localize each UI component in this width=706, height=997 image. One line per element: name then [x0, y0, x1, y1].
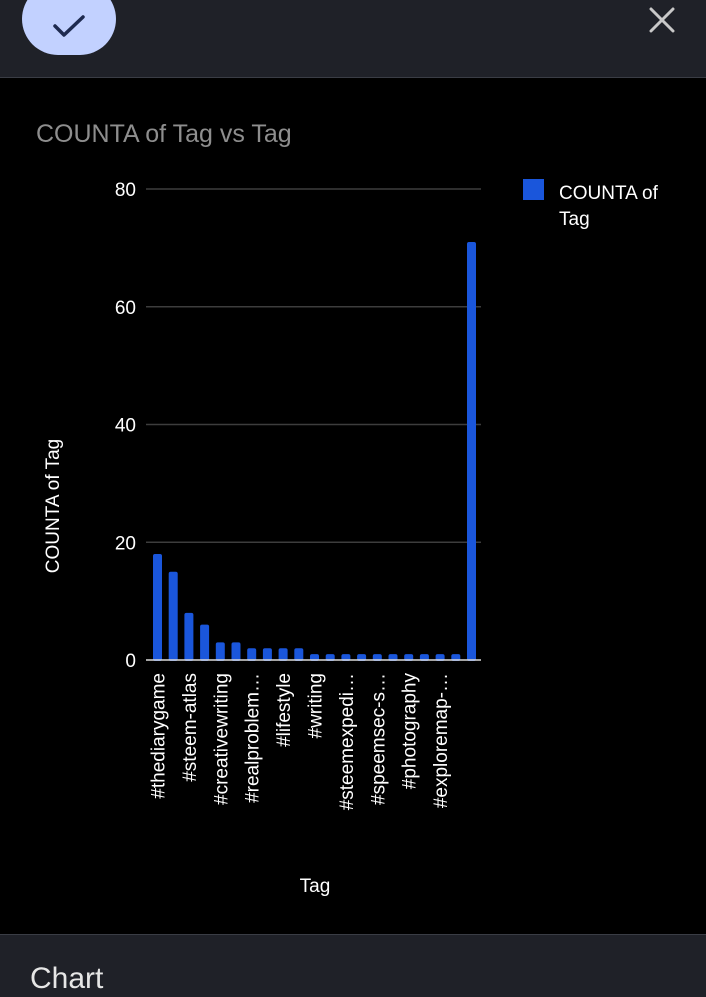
bar-chart: COUNTA of Tag vs Tag 0 20 40 60 80 #thediary…: [36, 120, 659, 897]
x-tick-label: #writing: [306, 673, 327, 738]
x-tick-label: #steem-atlas: [180, 673, 201, 782]
x-tick-label: #realproblem…: [243, 673, 264, 803]
y-tick-label: 20: [115, 533, 136, 554]
x-axis-label: Tag: [300, 876, 331, 897]
gridlines: [146, 188, 481, 543]
bar: [184, 612, 194, 661]
section-title: Chart: [30, 962, 104, 995]
bar: [153, 554, 162, 661]
bars: [153, 241, 476, 662]
check-icon: [53, 15, 85, 37]
bar: [294, 648, 304, 661]
bar: [168, 571, 178, 661]
y-axis-ticks: 0 20 40 60 80: [115, 180, 136, 672]
bar: [262, 648, 272, 661]
chart-editor-panel: Chart: [0, 934, 706, 995]
done-button[interactable]: [22, 0, 116, 55]
x-axis-ticks: #thediarygame #steem-atlas #creativewritin…: [149, 673, 453, 811]
bar: [200, 624, 210, 661]
chart-preview: COUNTA of Tag vs Tag 0 20 40 60 80 #thediary…: [0, 78, 706, 934]
y-tick-label: 80: [115, 180, 136, 201]
y-axis-label: COUNTA of Tag: [43, 439, 64, 573]
y-tick-label: 60: [115, 298, 136, 319]
x-tick-label: #lifestyle: [274, 673, 295, 747]
bar: [278, 648, 288, 661]
x-tick-label: #thediarygame: [149, 673, 170, 799]
x-tick-label: #creativewriting: [211, 673, 232, 805]
bar: [231, 642, 241, 661]
x-tick-label: #steemexpedi…: [337, 673, 358, 810]
y-tick-label: 0: [125, 651, 136, 672]
x-tick-label: #speemsec-s…: [368, 673, 389, 805]
legend-label: COUNTA of Tag: [559, 183, 659, 230]
bar: [215, 642, 225, 661]
bar: [247, 648, 257, 661]
bar: [467, 241, 476, 662]
x-tick-label: #exploremap-…: [431, 673, 452, 808]
y-tick-label: 40: [115, 416, 136, 437]
x-tick-label: #photography: [400, 673, 421, 790]
close-button[interactable]: [640, 0, 684, 40]
top-toolbar: [0, 0, 706, 78]
chart-title: COUNTA of Tag vs Tag: [36, 120, 292, 148]
close-icon: [649, 7, 675, 33]
legend-swatch: [523, 179, 544, 200]
legend: COUNTA of Tag: [523, 179, 659, 230]
